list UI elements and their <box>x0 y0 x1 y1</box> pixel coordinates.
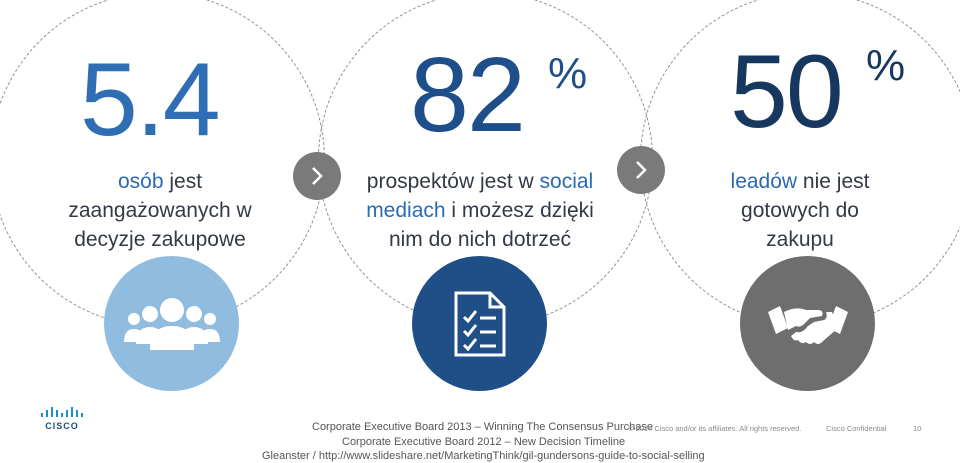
stat-percent-2: % <box>548 49 588 98</box>
cisco-logo-bars-icon <box>41 407 83 417</box>
source-line-1: Corporate Executive Board 2013 – Winning… <box>312 421 653 433</box>
stat-text-2c: nim do nich dotrzeć <box>388 228 572 251</box>
stat-text-1a: jest <box>163 170 203 193</box>
confidential-label: Cisco Confidential <box>826 424 887 433</box>
chevron-right-icon-2 <box>617 146 665 194</box>
stat-highlight-1: osób <box>117 170 164 193</box>
stat-icon-circle-1 <box>104 256 239 391</box>
stat-number-2: 82 <box>410 36 526 154</box>
stat-percent-3: % <box>866 41 906 90</box>
cisco-logo: CISCO <box>40 406 84 432</box>
stat-number-3: 50 <box>730 34 844 150</box>
stat-icon-circle-3 <box>740 256 875 391</box>
stat-highlight-2a: social <box>539 170 594 193</box>
stat-highlight-2b: mediach <box>366 199 446 222</box>
handshake-icon <box>767 305 848 344</box>
group-people-icon <box>123 297 220 350</box>
copyright-text: © 2014 Cisco and/or its affiliates. All … <box>628 424 802 433</box>
stat-text-1c: decyzje zakupowe <box>74 228 246 251</box>
stat-description-1: osób jest zaangażowanych w decyzje zakup… <box>20 167 300 254</box>
stat-number-1: 5.4 <box>80 42 221 158</box>
stat-text-3c: zakupu <box>766 228 834 251</box>
stat-text-2a: prospektów jest w <box>366 170 540 193</box>
page-number: 10 <box>913 424 922 433</box>
checklist-document-icon <box>454 291 505 356</box>
stat-text-1b: zaangażowanych w <box>68 199 252 222</box>
stat-description-2: prospektów jest w social mediach i możes… <box>330 167 630 254</box>
stat-text-3b: gotowych do <box>741 199 859 222</box>
source-line-2: Corporate Executive Board 2012 – New Dec… <box>342 436 626 448</box>
chevron-right-icon <box>293 152 341 200</box>
source-line-3: Gleanster / http://www.slideshare.net/Ma… <box>262 450 705 462</box>
stat-text-2b: i możesz dzięki <box>445 199 594 222</box>
stat-text-3a: nie jest <box>797 170 870 193</box>
cisco-logo-text: CISCO <box>45 421 79 431</box>
stat-description-3: leadów nie jest gotowych do zakupu <box>665 167 935 254</box>
stat-icon-circle-2 <box>412 256 547 391</box>
stat-highlight-3: leadów <box>730 170 798 193</box>
